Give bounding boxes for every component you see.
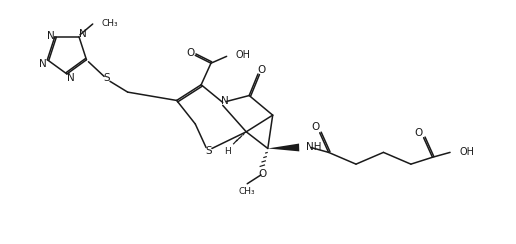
Text: N: N	[67, 73, 75, 83]
Text: N: N	[39, 59, 46, 69]
Text: N: N	[47, 31, 55, 41]
Text: O: O	[258, 65, 266, 75]
Text: H: H	[224, 147, 231, 156]
Text: N: N	[79, 29, 87, 39]
Text: O: O	[259, 169, 267, 179]
Text: CH₃: CH₃	[239, 187, 255, 196]
Text: OH: OH	[460, 147, 475, 157]
Text: O: O	[186, 48, 195, 58]
Text: S: S	[104, 73, 110, 83]
Text: O: O	[312, 122, 320, 132]
Text: N: N	[221, 96, 229, 106]
Text: S: S	[206, 146, 212, 156]
Text: OH: OH	[235, 50, 250, 60]
Polygon shape	[268, 143, 299, 151]
Text: NH: NH	[306, 142, 321, 152]
Text: O: O	[414, 128, 423, 138]
Text: CH₃: CH₃	[102, 19, 118, 28]
